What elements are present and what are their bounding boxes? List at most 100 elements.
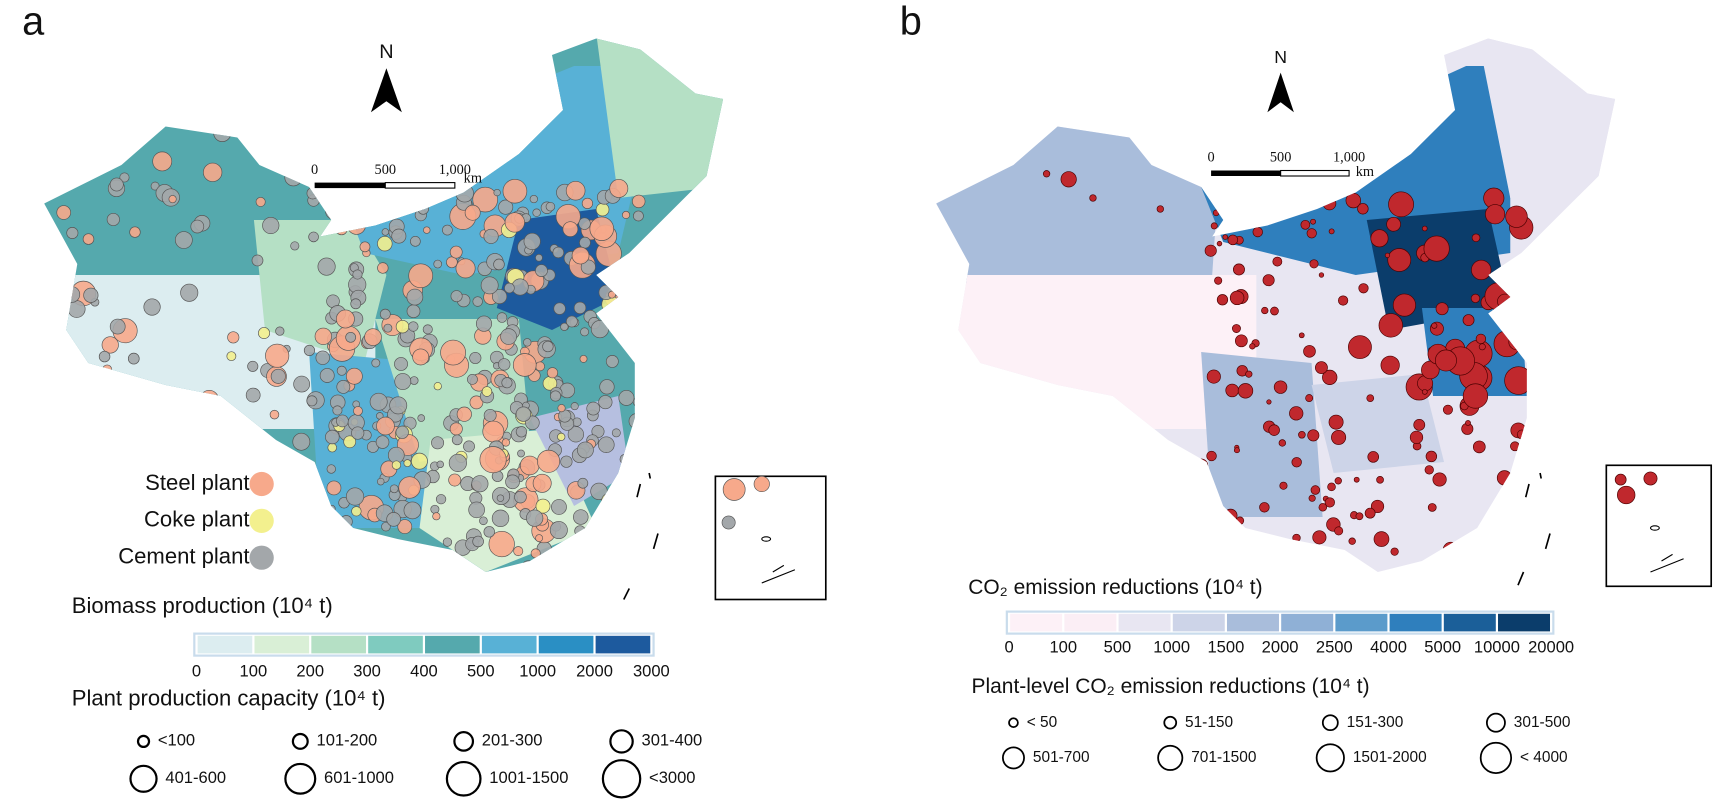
plant-dot xyxy=(598,395,613,410)
plant-dot xyxy=(1235,516,1245,525)
plant-dot xyxy=(565,315,578,328)
size-label: 401-600 xyxy=(165,768,226,787)
size-label: 301-500 xyxy=(1514,714,1571,731)
size-swatch xyxy=(291,732,309,750)
plant-dot xyxy=(1223,508,1238,523)
plant-dot xyxy=(526,509,544,527)
plant-dot xyxy=(1270,306,1279,316)
plant-dot xyxy=(1310,485,1321,495)
plant-dot xyxy=(317,257,336,276)
plant-dot xyxy=(532,208,541,217)
plant-dot xyxy=(422,324,433,335)
plant-dot xyxy=(98,350,111,363)
size-label: 701-1500 xyxy=(1191,749,1256,766)
plant-dot xyxy=(559,382,576,399)
plant-dot xyxy=(1460,550,1467,557)
plant-dot xyxy=(381,228,390,236)
plant-dot xyxy=(345,367,363,385)
plant-dot xyxy=(546,367,559,379)
plant-dot xyxy=(430,504,440,514)
plant-dot xyxy=(1435,349,1457,372)
plant-dot xyxy=(1380,355,1400,375)
plant-dot xyxy=(87,369,96,378)
plant-dot xyxy=(1331,429,1347,445)
plant-dot xyxy=(498,358,511,371)
plant-dot xyxy=(456,406,472,422)
plant-dot xyxy=(245,387,261,403)
scale-label: 0 xyxy=(1208,150,1215,166)
plant-dot xyxy=(450,290,463,303)
plant-dot xyxy=(595,202,610,217)
plant-dot xyxy=(481,386,493,397)
plant-dot xyxy=(493,188,501,197)
plant-dot xyxy=(621,210,631,219)
plant-dot xyxy=(213,124,232,142)
size-swatch xyxy=(1315,743,1345,773)
plant-dot xyxy=(284,168,303,187)
plant-dot xyxy=(1229,290,1245,306)
plant-dot xyxy=(560,455,573,468)
colorbar-tick: 500 xyxy=(467,661,495,680)
colorbar-tick: 20000 xyxy=(1528,637,1574,656)
plant-dot xyxy=(513,546,524,557)
plant-dot xyxy=(551,499,567,515)
plant-dot xyxy=(448,453,467,472)
size-swatch xyxy=(1321,714,1339,732)
plant-dot xyxy=(215,435,233,452)
plant-dot xyxy=(251,254,264,267)
plant-dot xyxy=(620,494,638,512)
plant-dot xyxy=(1465,420,1471,426)
plant-dot xyxy=(1508,313,1523,328)
plant-dot xyxy=(1216,294,1229,306)
colorbar-bin xyxy=(1498,613,1551,632)
plant-dot xyxy=(350,559,361,569)
plant-dot xyxy=(371,358,381,368)
plant-dot xyxy=(535,253,543,262)
plant-dot xyxy=(578,217,591,230)
plant-dot xyxy=(586,401,601,416)
plant-dot xyxy=(403,501,422,520)
plant-dot xyxy=(553,302,566,315)
plant-dot xyxy=(628,413,645,430)
plant-dot xyxy=(359,241,371,253)
plant-dot xyxy=(1506,516,1521,531)
plant-dot xyxy=(1387,248,1412,272)
scale-bar xyxy=(1280,169,1350,177)
plant-dot xyxy=(523,338,532,347)
plant-dot xyxy=(56,205,71,220)
plant-dot xyxy=(370,552,384,566)
plant-dot xyxy=(411,452,428,470)
size-label: 101-200 xyxy=(317,731,378,750)
plant-dot xyxy=(1324,497,1335,508)
plant-dot xyxy=(515,406,532,422)
plant-dot xyxy=(1259,502,1270,513)
plant-dot xyxy=(515,426,528,438)
plant-dot xyxy=(1225,383,1239,398)
plant-dot xyxy=(590,320,609,339)
plant-dot xyxy=(106,212,120,227)
colorbar-bin xyxy=(481,635,537,654)
plant-dot xyxy=(1508,334,1525,351)
plant-dot xyxy=(203,162,223,182)
legend-swatch xyxy=(249,545,274,570)
plant-dot xyxy=(337,211,350,224)
plant-dot xyxy=(500,328,517,345)
plant-dot xyxy=(449,245,463,259)
plant-dot xyxy=(1504,366,1533,395)
plant-dot xyxy=(389,396,408,415)
plant-dot xyxy=(442,224,453,236)
plant-dot xyxy=(560,322,569,331)
colorbar-tick: 200 xyxy=(296,661,324,680)
plant-dot xyxy=(1237,383,1254,399)
plant-dot xyxy=(521,560,536,573)
plant-dot xyxy=(351,506,362,517)
plant-dot xyxy=(627,561,645,573)
plant-dot xyxy=(1376,476,1384,484)
plant-dot xyxy=(1523,465,1537,479)
plant-dot xyxy=(456,564,464,573)
plant-dot xyxy=(1392,293,1416,317)
plant-dot xyxy=(573,509,589,525)
plant-dot xyxy=(1370,499,1385,513)
plant-dot xyxy=(361,162,376,176)
plant-dot xyxy=(514,490,527,504)
